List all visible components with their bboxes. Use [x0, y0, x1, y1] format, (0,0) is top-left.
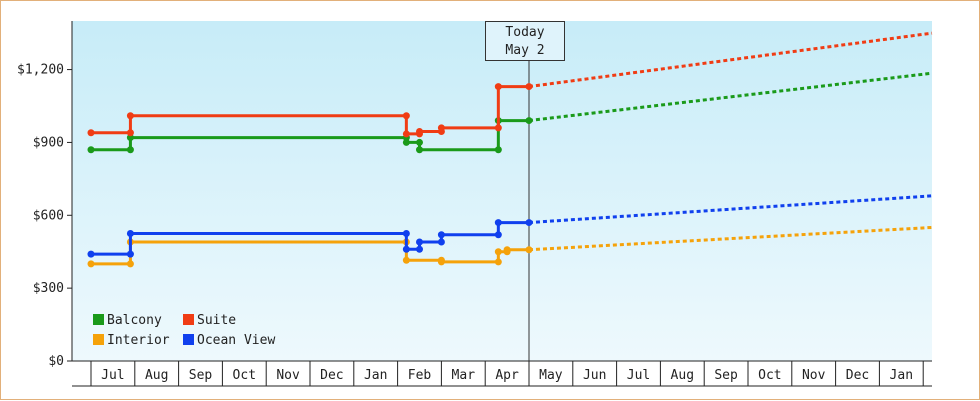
series-ocean-view: [87, 194, 933, 258]
data-point: [494, 258, 502, 266]
data-point: [494, 83, 502, 91]
legend-item-suite: Suite: [183, 312, 236, 330]
x-tick-label: Apr: [495, 368, 519, 383]
data-point: [503, 246, 511, 254]
series-balcony: [87, 71, 933, 154]
data-point: [402, 245, 410, 253]
x-tick-label: Oct: [758, 368, 781, 383]
data-point: [126, 129, 134, 137]
x-tick-label: Nov: [802, 368, 826, 383]
legend-label-ocean-view: Ocean View: [197, 333, 276, 348]
data-point: [402, 256, 410, 264]
legend-swatch-suite: [183, 314, 194, 325]
legend-swatch-interior: [93, 334, 104, 345]
x-tick-label: Aug: [145, 368, 168, 383]
x-tick-label: Jul: [101, 368, 124, 383]
data-point: [402, 130, 410, 138]
data-point: [437, 258, 445, 266]
data-point: [126, 260, 134, 268]
plot-area: [72, 21, 932, 361]
data-point: [126, 146, 134, 154]
data-point: [87, 146, 95, 154]
series-forecast-line: [528, 71, 933, 123]
legend-item-interior: Interior: [93, 332, 170, 350]
x-tick-label: Jul: [627, 368, 650, 383]
series-forecast-line: [528, 225, 933, 252]
data-point: [126, 134, 134, 142]
x-tick-label: Feb: [408, 368, 432, 383]
data-point: [437, 124, 445, 132]
data-point: [416, 146, 423, 154]
data-point: [402, 112, 410, 120]
x-tick-label: Sep: [189, 368, 213, 383]
data-point: [494, 219, 502, 227]
x-tick-label: Oct: [233, 368, 256, 383]
data-point: [437, 238, 445, 246]
series-suite: [87, 31, 933, 138]
y-tick-label: $300: [33, 281, 64, 296]
series-forecast-line: [528, 31, 933, 89]
legend: Balcony Suite Interior Ocean View: [93, 312, 313, 352]
x-tick-label: Jun: [583, 368, 606, 383]
data-point: [402, 138, 410, 146]
data-point: [126, 230, 134, 237]
data-point: [126, 250, 134, 258]
data-point: [494, 248, 502, 256]
legend-label-balcony: Balcony: [107, 313, 162, 328]
y-tick-label: $1,200: [17, 63, 64, 78]
data-point: [437, 231, 445, 239]
x-tick-label: May: [539, 368, 563, 383]
series-forecast-line: [528, 194, 933, 225]
data-point: [416, 238, 423, 246]
legend-swatch-balcony: [93, 314, 104, 325]
y-tick-label: $900: [33, 135, 64, 150]
data-point: [416, 245, 423, 253]
data-point: [402, 230, 410, 237]
data-point: [126, 112, 134, 120]
data-point: [494, 124, 502, 132]
data-point: [416, 138, 423, 146]
today-marker-label: Today May 2: [485, 21, 565, 61]
legend-swatch-ocean-view: [183, 334, 194, 345]
legend-item-ocean-view: Ocean View: [183, 332, 275, 350]
data-point: [87, 129, 95, 137]
y-tick-label: $0: [48, 354, 64, 369]
data-point: [87, 260, 95, 268]
legend-label-suite: Suite: [197, 313, 237, 328]
x-tick-label: Jan: [364, 368, 387, 383]
x-tick-label: Jan: [890, 368, 913, 383]
today-label: Today: [505, 25, 545, 40]
x-tick-label: Dec: [846, 368, 869, 383]
x-tick-label: Mar: [452, 368, 476, 383]
data-point: [416, 128, 423, 135]
data-point: [494, 231, 502, 239]
legend-item-balcony: Balcony: [93, 312, 162, 330]
x-tick-label: Nov: [276, 368, 300, 383]
x-tick-label: Aug: [671, 368, 694, 383]
today-date: May 2: [505, 43, 545, 58]
x-tick-label: Sep: [714, 368, 738, 383]
series-history-line: [91, 119, 529, 152]
data-point: [494, 146, 502, 154]
x-tick-label: Dec: [320, 368, 343, 383]
data-point: [87, 250, 95, 258]
legend-label-interior: Interior: [107, 333, 170, 348]
y-tick-label: $600: [33, 208, 64, 223]
